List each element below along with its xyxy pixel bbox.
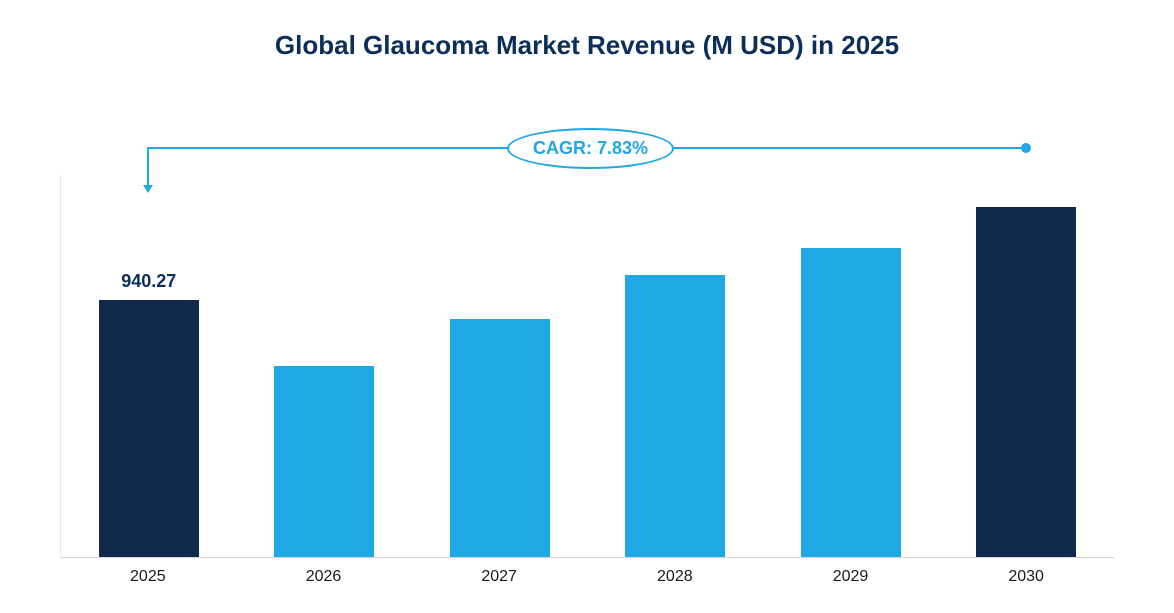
cagr-badge: CAGR: 7.83%: [507, 128, 674, 169]
x-axis-labels: 2025 2026 2027 2028 2029 2030: [60, 568, 1114, 593]
cagr-right-endpoint-icon: [1021, 143, 1031, 153]
bar: [450, 319, 550, 557]
bar: [99, 300, 199, 557]
chart-container: Global Glaucoma Market Revenue (M USD) i…: [0, 0, 1174, 613]
bar: [625, 275, 725, 557]
chart-title: Global Glaucoma Market Revenue (M USD) i…: [60, 30, 1114, 61]
x-axis-tick-label: 2030: [1008, 568, 1044, 586]
x-axis-tick-label: 2027: [481, 568, 517, 586]
bar: [976, 207, 1076, 557]
cagr-label: CAGR: 7.83%: [533, 138, 648, 158]
x-axis-tick-label: 2029: [833, 568, 869, 586]
plot-area: 940.27: [60, 175, 1114, 558]
x-axis-tick-label: 2026: [306, 568, 342, 586]
bar: [274, 366, 374, 558]
bar: [801, 248, 901, 557]
bar-value-label: 940.27: [121, 271, 176, 292]
x-axis-tick-label: 2025: [130, 568, 166, 586]
x-axis-tick-label: 2028: [657, 568, 693, 586]
